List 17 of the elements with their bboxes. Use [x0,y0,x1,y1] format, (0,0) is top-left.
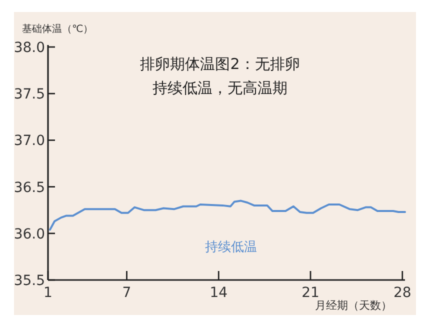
y-tick-label: 35.5 [14,273,45,289]
y-tick-label: 37.5 [14,86,45,103]
y-tick-label: 36.5 [14,180,45,196]
text: 排卵期体温图2：无排卵 [140,55,300,73]
series: 持续低温 [48,200,406,255]
x-tick-label: 1 [44,285,52,301]
text: 持续低温，无高温期 [152,79,288,97]
y-tick-label: 37.0 [14,133,45,150]
y-tick-label: 38.0 [14,40,45,56]
x-tick-label: 14 [210,285,228,301]
line-series [48,200,406,231]
x-tick-label: 7 [122,285,132,301]
x-axis-title: 月经期（天数） [315,299,392,312]
y-tick-label: 36.0 [14,226,45,242]
y-axis-title: 基础体温（℃） [22,23,94,35]
x-tick-label: 21 [302,285,320,301]
x-tick-label: 28 [393,285,412,301]
